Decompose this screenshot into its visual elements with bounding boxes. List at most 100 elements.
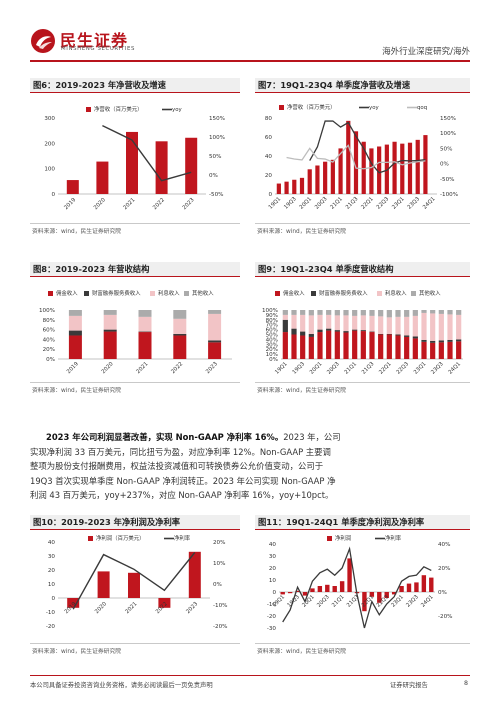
fig8-bar-segment xyxy=(138,316,152,332)
fig9-x-tick-label: 21Q3 xyxy=(361,361,376,376)
fig8-y-tick-label: 20% xyxy=(43,347,55,353)
fig8-y-tick-label: 60% xyxy=(43,328,55,334)
fig10-y2-tick-label: -10% xyxy=(213,603,227,609)
paragraph-line-1: 2023 年公司利润显著改善，实现 Non-GAAP 净利率 16%。2023 … xyxy=(30,430,470,445)
fig11-bar xyxy=(325,584,330,592)
fig8-bar-segment xyxy=(173,334,187,336)
fig8-y-tick-label: 0% xyxy=(46,357,55,363)
fig11-chart: 净利润 净利率 -30 -20 -10 0 10 20 30 40 -20% 0% 20% 40% 19Q1… xyxy=(267,534,453,632)
fig11-y-tick-label: -30 xyxy=(267,626,277,632)
fig10-y2-tick-label: 20% xyxy=(213,540,225,546)
fig9-bar-segment xyxy=(438,340,444,343)
fig9-bar-segment xyxy=(326,310,332,315)
fig8-bar-segment xyxy=(208,340,222,343)
fig7-x-tick-label: 20Q3 xyxy=(314,196,329,211)
fig11-bar xyxy=(384,592,389,598)
fig9-bar-segment xyxy=(291,328,297,335)
fig6-bar xyxy=(126,131,138,194)
fig6-bar xyxy=(96,161,109,194)
fig11-y2-tick-label: 20% xyxy=(438,566,450,572)
fig9-y-tick-label: 90% xyxy=(266,313,278,319)
fig8-bar-segment xyxy=(138,310,152,317)
fig7-qoq-line xyxy=(286,144,426,170)
fig6-y2-tick-label: 150% xyxy=(209,116,225,122)
fig11-bar xyxy=(362,592,367,612)
legend-label: 净利率 xyxy=(174,534,191,542)
fig8-bar-segment xyxy=(103,310,117,315)
fig9-x-tick-label: 19Q3 xyxy=(292,361,307,376)
fig9-y-tick-label: 40% xyxy=(266,337,278,343)
fig7-x-tick-label: 23Q1 xyxy=(391,196,406,211)
fig7-bar xyxy=(407,142,413,194)
fig11-x-tick-label: 21Q1 xyxy=(331,594,346,609)
report-category: 海外行业深度研究/海外 xyxy=(382,47,470,57)
legend-label: yoy xyxy=(172,107,182,113)
legend-label: qoq xyxy=(417,105,427,111)
fig7-x-tick-label: 22Q1 xyxy=(360,196,375,211)
fig11-x-tick-label: 23Q1 xyxy=(390,594,405,609)
fig11-y-tick-label: -20 xyxy=(267,614,277,620)
fig9-bar-segment xyxy=(282,319,288,333)
fig7-bar xyxy=(330,159,335,194)
fig6-y-tick-label: 100 xyxy=(44,167,55,173)
fig8-x-tick-label: 2020 xyxy=(101,361,115,375)
fig9-bar-segment xyxy=(300,310,306,315)
fig9-bar-segment xyxy=(421,312,427,340)
fig10-y2-tick-label: -20% xyxy=(213,624,227,630)
fig6-y2-tick-label: -50% xyxy=(209,192,223,198)
fig6-rule xyxy=(30,223,240,224)
fig8-rule xyxy=(30,382,240,383)
fig7-bar xyxy=(392,141,397,194)
fig9-y-tick-label: 0% xyxy=(269,357,278,363)
fig7-y2-tick-label: 150% xyxy=(440,116,456,122)
paragraph-lead: 2023 年公司利润显著改善，实现 Non-GAAP 净利率 16%。 xyxy=(46,432,284,442)
footer-report-label: 证券研究报告 xyxy=(390,682,428,689)
fig11-bar xyxy=(295,590,300,592)
fig9-bar-segment xyxy=(395,316,401,335)
fig9-bar-segment xyxy=(369,310,375,316)
legend-label: 佣金收入 xyxy=(56,289,78,297)
legend-swatch xyxy=(84,291,89,296)
fig9-bar-segment xyxy=(456,310,462,315)
fig7-bar xyxy=(276,183,281,194)
fig9-bar-segment xyxy=(360,331,366,359)
fig10-bar xyxy=(158,598,171,608)
fig9-bar-segment xyxy=(291,314,297,329)
fig11-y2-tick-label: -20% xyxy=(438,614,452,620)
fig8-bar-segment xyxy=(68,310,82,316)
fig6-source: 资料来源：wind，民生证券研究院 xyxy=(32,229,122,235)
fig9-y-tick-label: 50% xyxy=(266,333,278,339)
legend-swatch xyxy=(150,291,155,296)
fig7-y-tick-label: 20 xyxy=(265,173,273,179)
fig9-bar-segment xyxy=(317,310,323,315)
fig9-bar-segment xyxy=(334,330,340,332)
fig7-y-tick-label: 40 xyxy=(265,154,273,160)
paragraph-line-4: 19Q3 首次实现单季度 Non-GAAP 净利润转正。2023 年公司实现 N… xyxy=(30,475,336,486)
fig10-chart: 净利润（百万美元） 净利率 -20 -10 0 10 20 30 40 -20% -10% 0% 10%… xyxy=(46,534,228,630)
fig6-y2-tick-label: 100% xyxy=(209,135,225,141)
fig9-bar-segment xyxy=(430,313,436,341)
fig9-bar-segment xyxy=(334,331,340,359)
fig11-bar xyxy=(287,592,293,594)
fig8-bar-segment xyxy=(173,310,187,319)
page-number: 8 xyxy=(464,680,469,687)
fig11-x-tick-label: 23Q3 xyxy=(405,594,420,609)
fig9-bar-segment xyxy=(378,334,384,359)
fig8-bar-segment xyxy=(208,342,222,359)
fig9-y-tick-label: 30% xyxy=(266,342,278,348)
fig9-y-tick-label: 70% xyxy=(266,323,278,329)
fig6-title: 图6：2019-2023 年净营收及增速 xyxy=(30,78,240,93)
paragraph-line-2: 实现净利润 33 百万美元，同比扭亏为盈，对应净利率 12%。Non-GAAP … xyxy=(30,446,331,457)
fig7-x-tick-label: 23Q3 xyxy=(407,196,422,211)
fig7-bar xyxy=(384,144,389,194)
fig6-x-tick-label: 2023 xyxy=(182,197,196,211)
fig7-bar xyxy=(369,148,374,194)
fig9-bar-segment xyxy=(395,310,401,317)
fig9-bar-segment xyxy=(395,334,401,336)
fig9-bar-segment xyxy=(326,328,332,331)
fig10-rule xyxy=(30,643,240,644)
fig9-bar-segment xyxy=(343,332,349,359)
legend-label: 净利润 xyxy=(335,534,351,542)
fig7-bar xyxy=(338,148,343,194)
fig9-bar-segment xyxy=(438,342,444,359)
